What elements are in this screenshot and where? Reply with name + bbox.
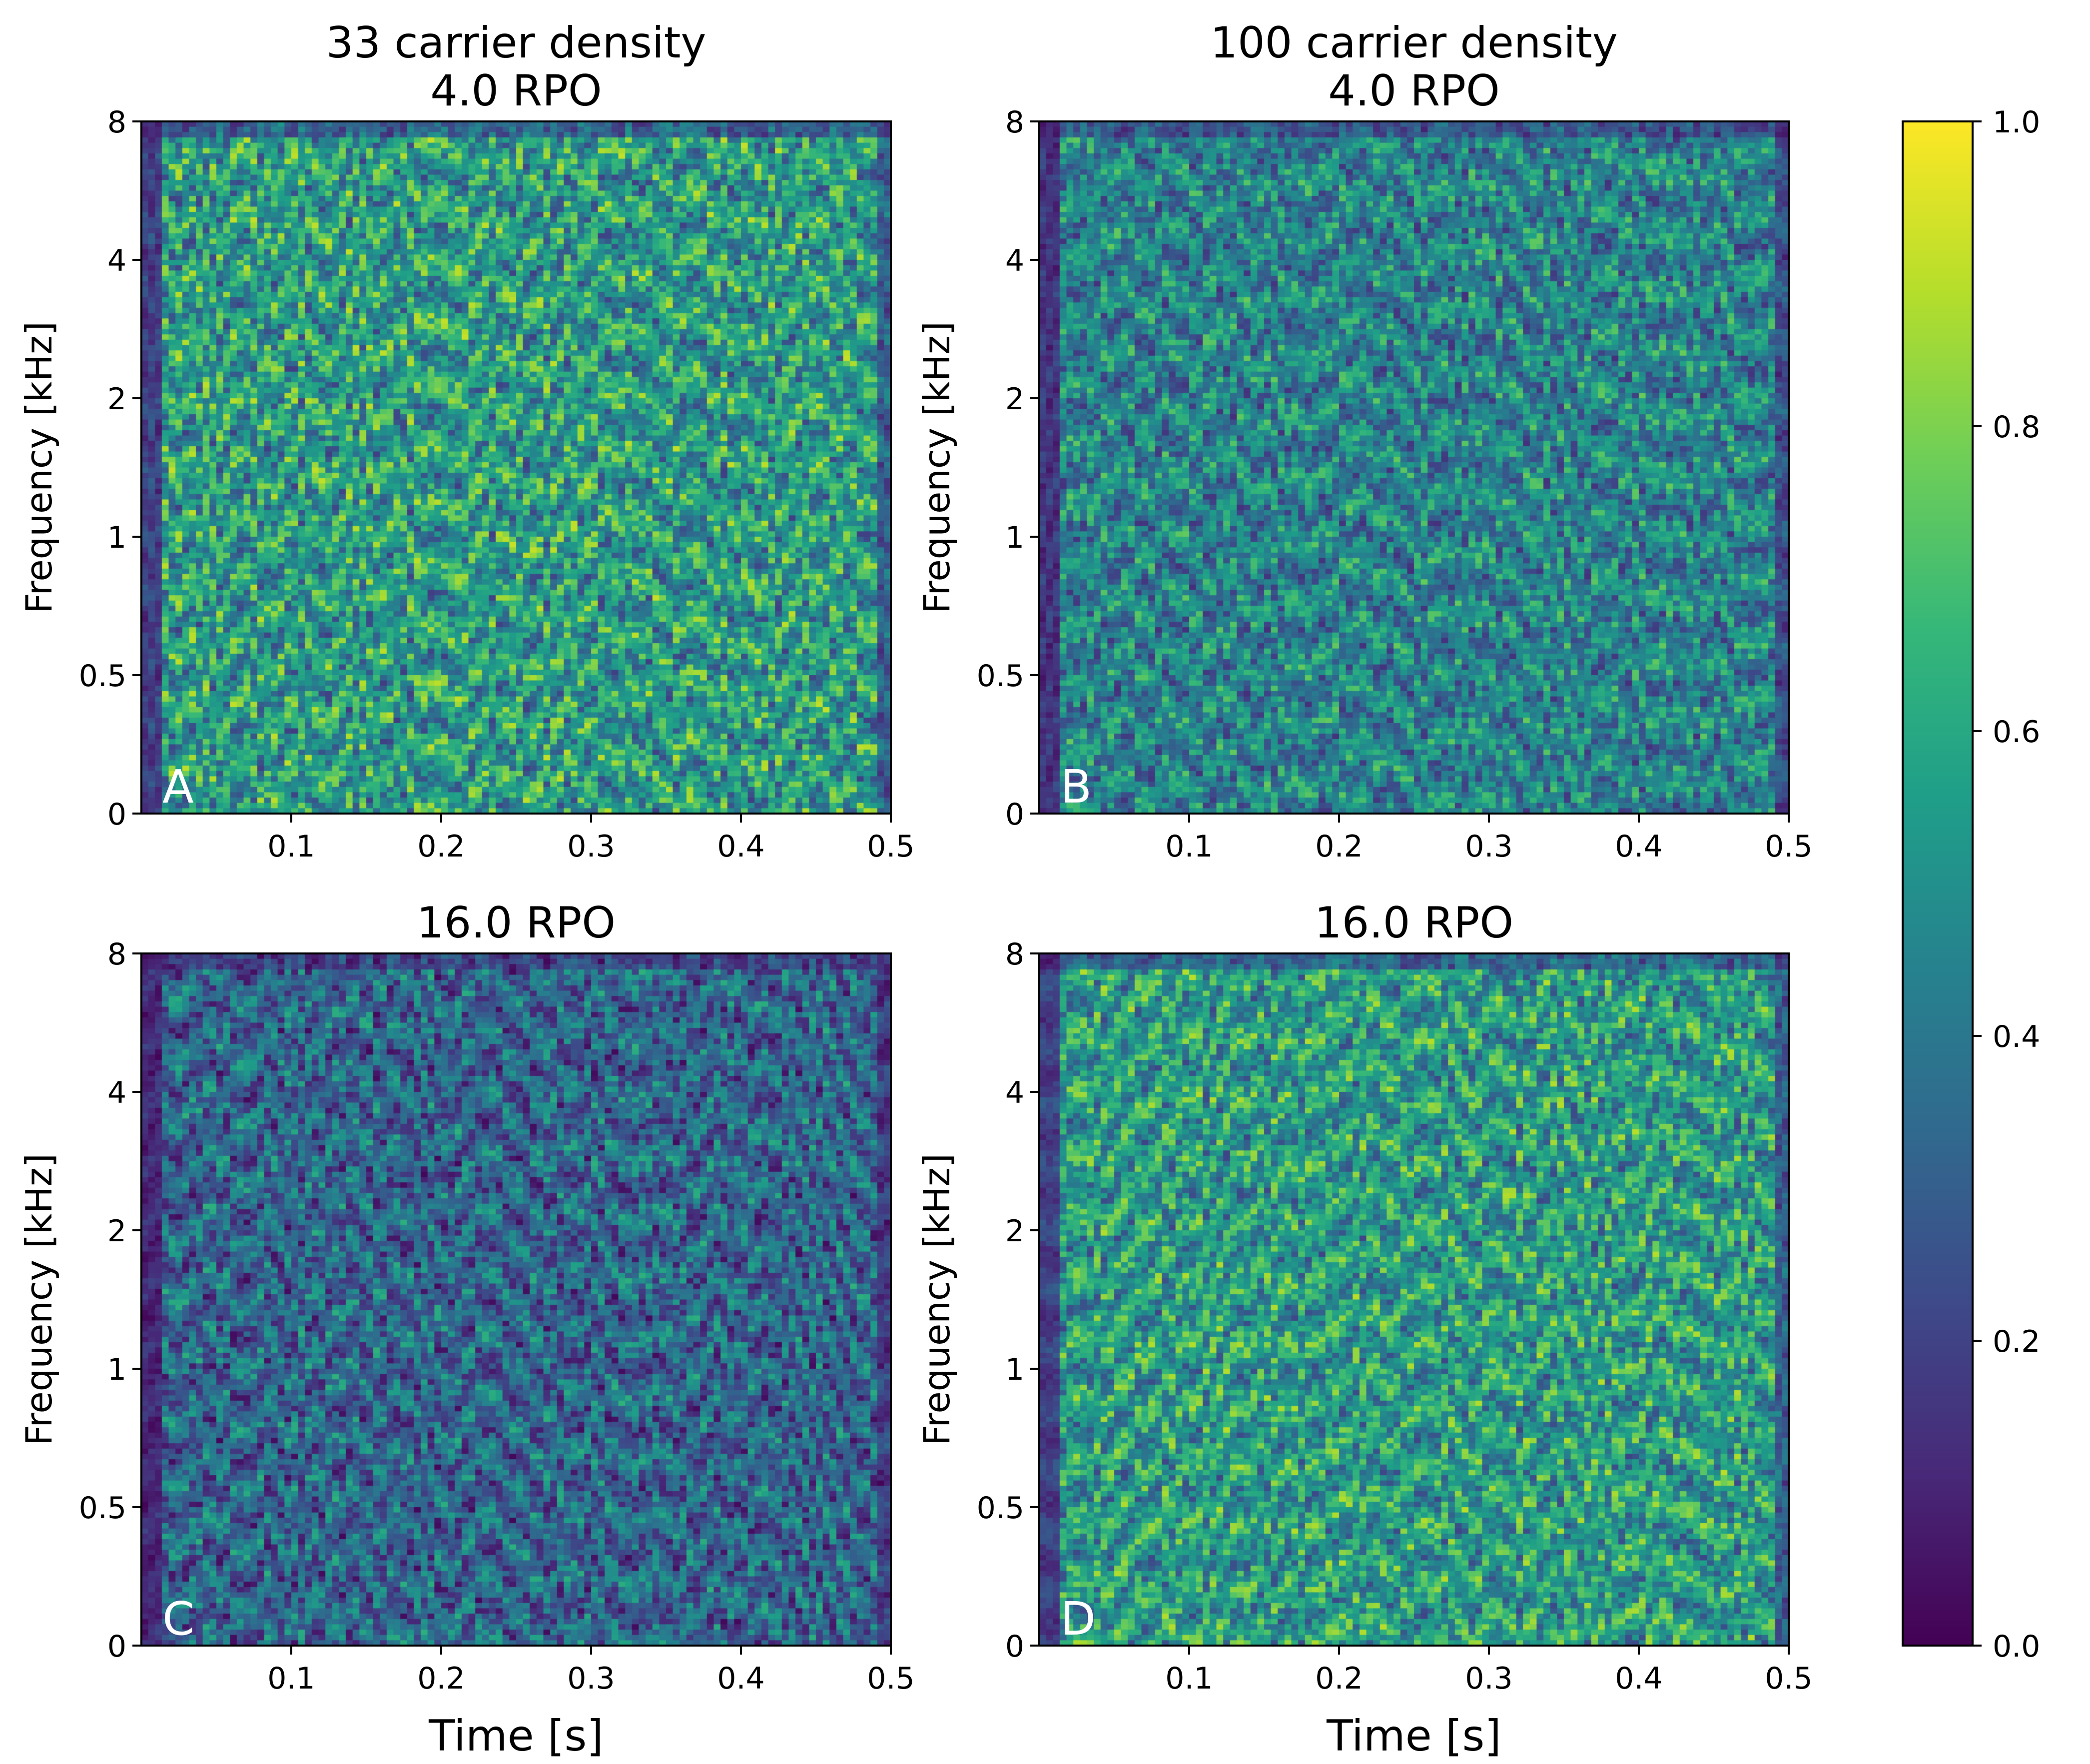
panel-title: 4.0 RPO [430,66,602,116]
y-tick-label: 4 [1005,1075,1024,1110]
x-tick-label: 0.4 [717,829,764,864]
y-tick-label: 2 [107,1214,126,1249]
x-tick-label: 0.3 [1465,829,1512,864]
x-tick-label: 0.5 [867,829,914,864]
panel-title: 16.0 RPO [1315,898,1513,948]
y-tick-label: 0 [1005,1629,1024,1664]
x-tick-label: 0.2 [1315,829,1363,864]
x-tick-label: 0.1 [1165,829,1213,864]
x-tick-label: 0.5 [867,1661,914,1696]
x-tick-label: 0.5 [1765,829,1812,864]
panel-title: 33 carrier density [326,18,706,68]
y-tick-label: 0.5 [79,1491,126,1526]
x-tick-label: 0.2 [417,829,465,864]
heatmap-canvas-a [141,121,891,814]
x-tick-label: 0.1 [267,829,315,864]
colorbar [1903,121,1973,1646]
y-tick-label: 2 [1005,382,1024,417]
y-tick-label: 8 [107,105,126,140]
y-tick-label: 1 [1005,520,1024,555]
y-tick-label: 0.5 [977,1491,1024,1526]
axes-frame-a [140,120,892,815]
y-tick-label: 0 [1005,797,1024,832]
y-tick-label: 4 [1005,243,1024,278]
x-tick-label: 0.3 [567,829,615,864]
y-tick-label: 0.5 [79,659,126,694]
y-tick-label: 1 [1005,1352,1024,1387]
colorbar-tick-label: 0.2 [1993,1324,2040,1359]
x-tick-label: 0.4 [1615,829,1662,864]
heatmap-canvas-d [1039,953,1789,1646]
x-tick-label: 0.3 [567,1661,615,1696]
x-tick-label: 0.2 [1315,1661,1363,1696]
x-axis-label: Time [s] [1326,1711,1501,1761]
axes-frame-d [1038,952,1790,1647]
y-tick-label: 2 [1005,1214,1024,1249]
panel-label: B [1060,760,1092,814]
axes-frame-b [1038,120,1790,815]
panel-title: 100 carrier density [1210,18,1618,68]
y-tick-label: 1 [107,1352,126,1387]
colorbar-tick-label: 0.6 [1993,715,2040,750]
y-tick-label: 0.5 [977,659,1024,694]
panel-label: D [1060,1592,1096,1646]
panel-label: A [162,760,194,814]
y-tick-label: 1 [107,520,126,555]
x-tick-label: 0.1 [267,1661,315,1696]
y-axis-label: Frequency [kHz] [916,1153,958,1446]
y-tick-label: 8 [1005,937,1024,972]
x-axis-label: Time [s] [428,1711,604,1761]
x-tick-label: 0.5 [1765,1661,1812,1696]
y-tick-label: 4 [107,243,126,278]
y-tick-label: 4 [107,1075,126,1110]
y-tick-label: 0 [107,1629,126,1664]
y-axis-label: Frequency [kHz] [916,321,958,614]
y-tick-label: 2 [107,382,126,417]
panel-label: C [162,1592,194,1646]
heatmap-canvas-c [141,953,891,1646]
axes-frame-c [140,952,892,1647]
y-axis-label: Frequency [kHz] [18,1153,60,1446]
colorbar-tick-label: 1.0 [1993,105,2040,140]
x-tick-label: 0.3 [1465,1661,1512,1696]
x-tick-label: 0.4 [1615,1661,1662,1696]
x-tick-label: 0.2 [417,1661,465,1696]
x-tick-label: 0.1 [1165,1661,1213,1696]
y-tick-label: 8 [1005,105,1024,140]
colorbar-tick-label: 0.8 [1993,410,2040,445]
colorbar-frame [1902,120,1974,1647]
panel-title: 16.0 RPO [417,898,616,948]
x-tick-label: 0.4 [717,1661,764,1696]
y-tick-label: 8 [107,937,126,972]
y-axis-label: Frequency [kHz] [18,321,60,614]
heatmap-canvas-b [1039,121,1789,814]
y-tick-label: 0 [107,797,126,832]
colorbar-tick-label: 0.4 [1993,1019,2040,1054]
panel-title: 4.0 RPO [1328,66,1499,116]
colorbar-tick-label: 0.0 [1993,1629,2040,1664]
